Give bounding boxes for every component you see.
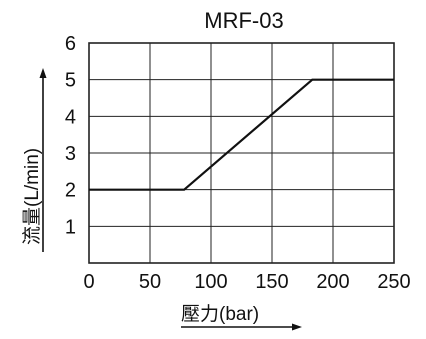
- x-tick-label: 200: [316, 271, 349, 293]
- grid: [88, 42, 395, 264]
- x-tick-label: 250: [377, 271, 410, 293]
- x-axis-arrow: [181, 323, 302, 331]
- x-tick-label: 150: [255, 271, 288, 293]
- x-axis-label: 壓力(bar): [181, 303, 259, 325]
- y-tick-label: 4: [65, 106, 76, 128]
- y-axis-arrow: [39, 68, 47, 252]
- y-axis-label: 流量(L/min): [21, 148, 43, 245]
- x-tick-label: 100: [194, 271, 227, 293]
- plot-frame: [88, 42, 395, 264]
- chart-title: MRF-03: [204, 8, 283, 33]
- series-line-0: [89, 78, 394, 191]
- y-tick-label: 5: [65, 70, 76, 92]
- y-tick-label: 2: [65, 180, 76, 202]
- y-tick-label: 6: [65, 33, 76, 55]
- y-axis-label-group: 流量(L/min): [21, 148, 43, 245]
- tick-labels: 0 50 100 150 200 250 1 2 3 4 5 6: [65, 33, 411, 293]
- series-layer: [89, 78, 394, 191]
- y-tick-label: 3: [65, 143, 76, 165]
- x-tick-label: 50: [139, 271, 161, 293]
- y-tick-label: 1: [65, 216, 76, 238]
- x-tick-label: 0: [83, 271, 94, 293]
